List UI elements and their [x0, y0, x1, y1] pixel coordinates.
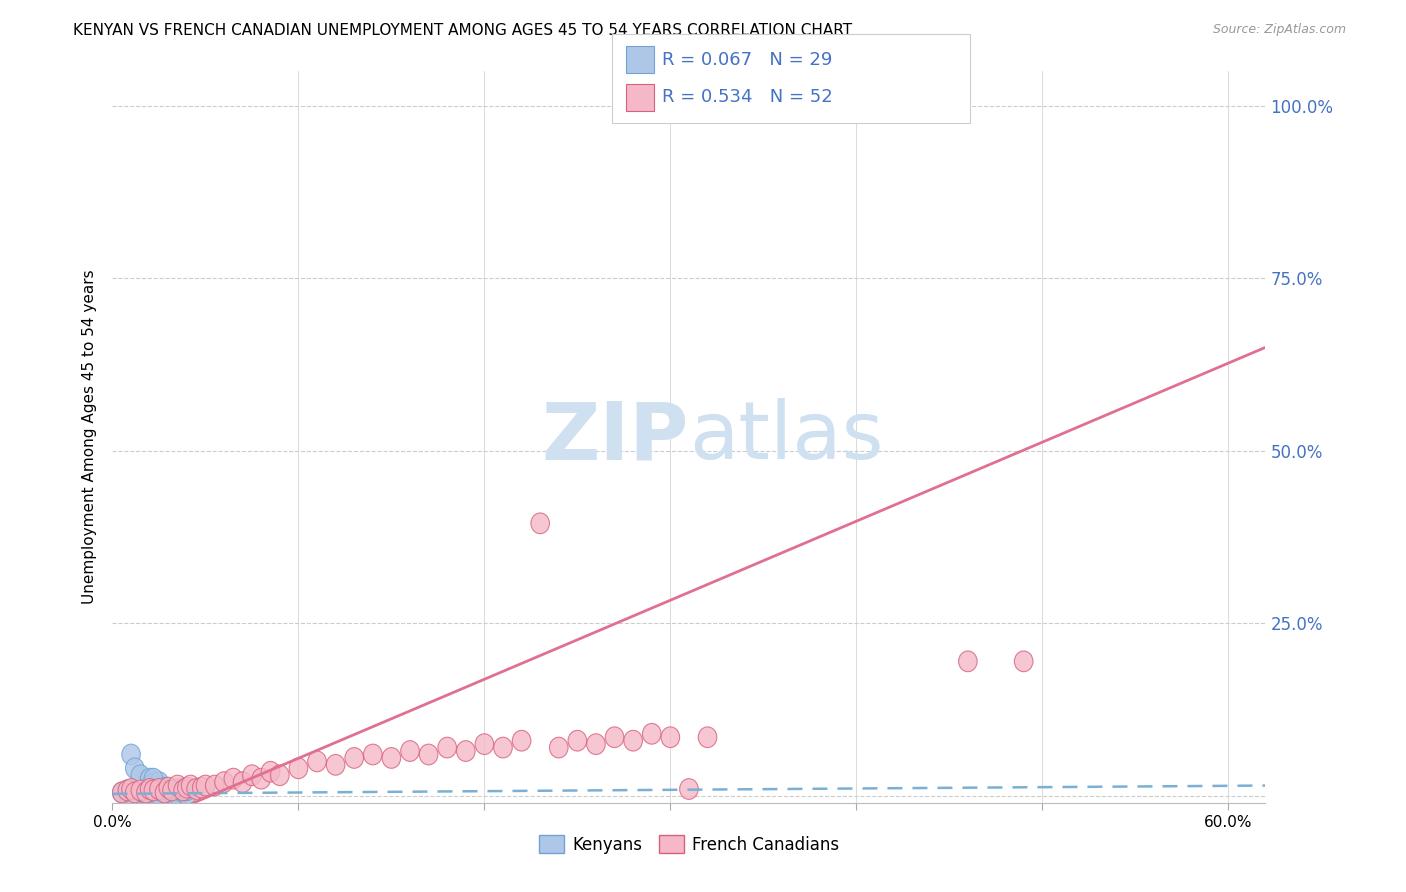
Ellipse shape: [177, 777, 197, 798]
Ellipse shape: [290, 758, 308, 779]
Ellipse shape: [155, 782, 174, 803]
Ellipse shape: [155, 777, 174, 798]
Ellipse shape: [181, 775, 200, 796]
Ellipse shape: [163, 780, 181, 801]
Ellipse shape: [308, 751, 326, 772]
Ellipse shape: [568, 731, 586, 751]
Ellipse shape: [326, 755, 344, 775]
Y-axis label: Unemployment Among Ages 45 to 54 years: Unemployment Among Ages 45 to 54 years: [82, 269, 97, 605]
Ellipse shape: [494, 738, 512, 758]
Ellipse shape: [262, 762, 280, 782]
Ellipse shape: [149, 779, 169, 799]
Ellipse shape: [605, 727, 624, 747]
Ellipse shape: [586, 734, 605, 755]
Ellipse shape: [143, 780, 163, 801]
Ellipse shape: [131, 782, 149, 803]
Ellipse shape: [531, 513, 550, 533]
Ellipse shape: [382, 747, 401, 768]
Ellipse shape: [136, 783, 155, 805]
Ellipse shape: [193, 777, 211, 798]
Ellipse shape: [122, 744, 141, 764]
Ellipse shape: [159, 784, 177, 805]
Ellipse shape: [959, 651, 977, 672]
Ellipse shape: [136, 782, 155, 803]
Ellipse shape: [149, 784, 169, 805]
Ellipse shape: [215, 772, 233, 792]
Legend: Kenyans, French Canadians: Kenyans, French Canadians: [531, 829, 846, 860]
Ellipse shape: [1014, 651, 1033, 672]
Ellipse shape: [457, 740, 475, 762]
Ellipse shape: [131, 780, 149, 801]
Ellipse shape: [141, 775, 159, 796]
Ellipse shape: [270, 764, 290, 786]
Ellipse shape: [205, 775, 224, 796]
Ellipse shape: [224, 768, 243, 789]
Ellipse shape: [143, 768, 163, 789]
Ellipse shape: [159, 780, 177, 801]
Ellipse shape: [136, 779, 155, 799]
Ellipse shape: [141, 779, 159, 799]
Ellipse shape: [177, 784, 197, 805]
Text: R = 0.067   N = 29: R = 0.067 N = 29: [662, 51, 832, 69]
Ellipse shape: [643, 723, 661, 744]
Text: KENYAN VS FRENCH CANADIAN UNEMPLOYMENT AMONG AGES 45 TO 54 YEARS CORRELATION CHA: KENYAN VS FRENCH CANADIAN UNEMPLOYMENT A…: [73, 23, 852, 38]
Ellipse shape: [149, 772, 169, 792]
Text: ZIP: ZIP: [541, 398, 689, 476]
Ellipse shape: [187, 779, 205, 799]
Ellipse shape: [159, 777, 177, 798]
Ellipse shape: [125, 788, 143, 808]
Ellipse shape: [163, 783, 181, 804]
Ellipse shape: [118, 780, 136, 801]
Ellipse shape: [512, 731, 531, 751]
Ellipse shape: [112, 782, 131, 803]
Ellipse shape: [122, 779, 141, 799]
Ellipse shape: [131, 764, 149, 786]
Ellipse shape: [252, 768, 270, 789]
Ellipse shape: [661, 727, 679, 747]
Ellipse shape: [344, 747, 364, 768]
Ellipse shape: [624, 731, 643, 751]
Ellipse shape: [419, 744, 437, 764]
Ellipse shape: [118, 780, 136, 801]
Ellipse shape: [174, 780, 193, 801]
Ellipse shape: [118, 784, 136, 805]
Ellipse shape: [177, 780, 197, 801]
Ellipse shape: [699, 727, 717, 747]
Text: Source: ZipAtlas.com: Source: ZipAtlas.com: [1212, 23, 1346, 37]
Ellipse shape: [679, 779, 699, 799]
Text: atlas: atlas: [689, 398, 883, 476]
Ellipse shape: [155, 782, 174, 803]
Ellipse shape: [550, 738, 568, 758]
Ellipse shape: [233, 772, 252, 792]
Ellipse shape: [401, 740, 419, 762]
Ellipse shape: [141, 768, 159, 789]
Ellipse shape: [197, 775, 215, 796]
Ellipse shape: [243, 764, 262, 786]
Ellipse shape: [169, 775, 187, 796]
Ellipse shape: [125, 782, 143, 803]
Ellipse shape: [475, 734, 494, 755]
Ellipse shape: [141, 784, 159, 805]
Ellipse shape: [125, 758, 143, 779]
Ellipse shape: [112, 782, 131, 803]
Ellipse shape: [169, 784, 187, 805]
Ellipse shape: [437, 738, 457, 758]
Ellipse shape: [174, 782, 193, 803]
Text: R = 0.534   N = 52: R = 0.534 N = 52: [662, 88, 832, 106]
Ellipse shape: [149, 779, 169, 799]
Ellipse shape: [143, 783, 163, 805]
Ellipse shape: [169, 779, 187, 799]
Ellipse shape: [143, 773, 163, 794]
Ellipse shape: [364, 744, 382, 764]
